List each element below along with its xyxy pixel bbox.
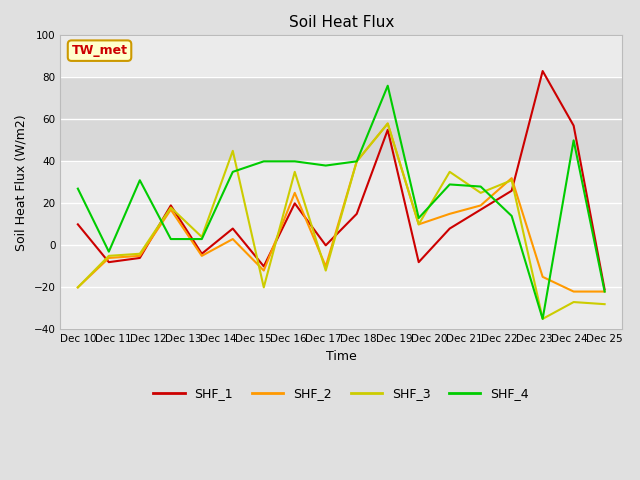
SHF_2 xyxy=(508,175,515,181)
SHF_1 xyxy=(601,287,609,292)
SHF_1 xyxy=(539,68,547,74)
SHF_3 xyxy=(74,285,82,290)
SHF_4 xyxy=(291,158,299,164)
SHF_1 xyxy=(570,123,577,129)
SHF_4 xyxy=(539,316,547,322)
Text: TW_met: TW_met xyxy=(72,44,127,57)
SHF_4 xyxy=(260,158,268,164)
SHF_1 xyxy=(415,259,422,265)
SHF_2 xyxy=(136,253,143,259)
SHF_1 xyxy=(167,203,175,208)
SHF_1 xyxy=(291,201,299,206)
SHF_4 xyxy=(477,184,484,190)
SHF_3 xyxy=(601,301,609,307)
SHF_2 xyxy=(260,268,268,274)
SHF_4 xyxy=(601,288,609,294)
SHF_3 xyxy=(353,158,360,164)
SHF_1 xyxy=(105,259,113,265)
Line: SHF_3: SHF_3 xyxy=(78,123,605,319)
Line: SHF_1: SHF_1 xyxy=(78,71,605,289)
SHF_4 xyxy=(384,83,392,89)
SHF_2 xyxy=(353,158,360,164)
Y-axis label: Soil Heat Flux (W/m2): Soil Heat Flux (W/m2) xyxy=(15,114,28,251)
SHF_1 xyxy=(477,207,484,213)
SHF_3 xyxy=(260,285,268,290)
SHF_2 xyxy=(105,255,113,261)
SHF_3 xyxy=(539,316,547,322)
SHF_2 xyxy=(539,274,547,280)
SHF_3 xyxy=(415,221,422,227)
SHF_4 xyxy=(229,169,237,175)
SHF_1 xyxy=(229,226,237,231)
SHF_1 xyxy=(74,221,82,227)
SHF_1 xyxy=(353,211,360,217)
X-axis label: Time: Time xyxy=(326,350,356,363)
SHF_1 xyxy=(384,127,392,133)
SHF_4 xyxy=(415,215,422,221)
SHF_1 xyxy=(136,255,143,261)
SHF_1 xyxy=(260,264,268,269)
SHF_4 xyxy=(74,186,82,192)
Line: SHF_4: SHF_4 xyxy=(78,86,605,319)
Bar xyxy=(60,77,622,161)
SHF_4 xyxy=(167,236,175,242)
SHF_4 xyxy=(446,181,454,187)
SHF_2 xyxy=(415,221,422,227)
SHF_4 xyxy=(322,163,330,168)
SHF_2 xyxy=(198,253,205,259)
SHF_4 xyxy=(198,236,205,242)
SHF_3 xyxy=(477,190,484,196)
SHF_3 xyxy=(167,204,175,210)
SHF_3 xyxy=(105,253,113,259)
SHF_1 xyxy=(322,242,330,248)
Legend: SHF_1, SHF_2, SHF_3, SHF_4: SHF_1, SHF_2, SHF_3, SHF_4 xyxy=(148,383,534,406)
SHF_2 xyxy=(229,236,237,242)
SHF_4 xyxy=(508,213,515,219)
SHF_4 xyxy=(105,249,113,254)
SHF_4 xyxy=(570,137,577,143)
SHF_2 xyxy=(477,203,484,208)
SHF_3 xyxy=(291,169,299,175)
SHF_3 xyxy=(446,169,454,175)
SHF_2 xyxy=(446,211,454,217)
SHF_3 xyxy=(322,268,330,274)
SHF_2 xyxy=(167,207,175,213)
Title: Soil Heat Flux: Soil Heat Flux xyxy=(289,15,394,30)
SHF_2 xyxy=(570,288,577,294)
SHF_3 xyxy=(229,148,237,154)
SHF_3 xyxy=(384,120,392,126)
SHF_2 xyxy=(601,288,609,294)
SHF_4 xyxy=(136,178,143,183)
SHF_3 xyxy=(570,299,577,305)
SHF_1 xyxy=(198,251,205,257)
SHF_3 xyxy=(508,178,515,183)
SHF_2 xyxy=(74,285,82,290)
SHF_3 xyxy=(136,251,143,257)
SHF_3 xyxy=(198,234,205,240)
SHF_1 xyxy=(508,188,515,193)
SHF_4 xyxy=(353,158,360,164)
SHF_2 xyxy=(384,120,392,126)
SHF_1 xyxy=(446,226,454,231)
Line: SHF_2: SHF_2 xyxy=(78,123,605,291)
SHF_2 xyxy=(322,264,330,269)
SHF_2 xyxy=(291,190,299,196)
